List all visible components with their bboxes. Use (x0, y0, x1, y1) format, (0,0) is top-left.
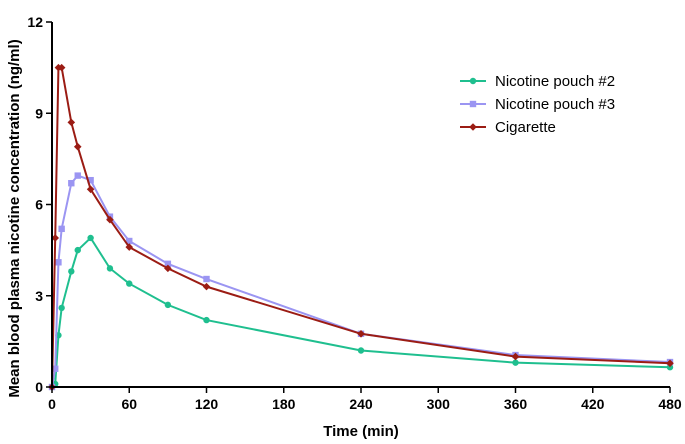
legend-label: Nicotine pouch #3 (495, 96, 615, 113)
y-tick-label: 6 (35, 197, 43, 213)
series-line-nicotine-pouch-3 (51, 174, 671, 388)
x-tick-label: 240 (349, 396, 373, 412)
y-tick-label: 3 (35, 288, 43, 304)
x-axis-title: Time (min) (323, 423, 399, 440)
legend-marker (469, 100, 477, 108)
data-point-cigarette (67, 118, 76, 127)
legend-marker (469, 77, 477, 85)
data-point-nicotine-pouch-2 (512, 359, 519, 366)
data-point-nicotine-pouch-2 (666, 364, 674, 371)
x-tick-label: 0 (48, 396, 56, 412)
data-point-cigarette (511, 352, 520, 361)
data-point-cigarette (73, 142, 82, 151)
legend-item-cigarette: Cigarette (460, 119, 556, 136)
data-point-nicotine-pouch-2 (74, 246, 81, 254)
x-tick-label: 60 (121, 396, 137, 412)
x-tick-label: 480 (658, 396, 682, 412)
data-point-cigarette (164, 264, 172, 273)
series-cigarette (48, 63, 674, 391)
data-point-nicotine-pouch-3 (68, 180, 75, 187)
legend-marker (469, 123, 477, 131)
data-point-nicotine-pouch-2 (357, 347, 365, 354)
data-point-cigarette (51, 234, 60, 242)
x-tick-label: 300 (427, 396, 451, 412)
y-axis-title: Mean blood plasma nicotine concentration… (6, 39, 23, 397)
x-tick-label: 420 (581, 396, 605, 412)
data-point-cigarette (57, 63, 66, 72)
data-point-nicotine-pouch-3 (126, 237, 133, 245)
legend-item-nicotine-pouch-3: Nicotine pouch #3 (460, 96, 615, 113)
data-point-nicotine-pouch-2 (126, 280, 133, 287)
x-tick-label: 180 (272, 396, 296, 412)
data-point-nicotine-pouch-3 (55, 259, 62, 266)
series-line-nicotine-pouch-2 (51, 236, 671, 388)
data-point-cigarette (357, 329, 365, 338)
data-point-nicotine-pouch-2 (164, 301, 172, 309)
data-point-cigarette (202, 282, 211, 291)
series-nicotine-pouch-2 (48, 234, 674, 391)
series-line-cigarette (51, 66, 671, 388)
data-point-nicotine-pouch-2 (58, 304, 65, 312)
data-point-nicotine-pouch-2 (203, 316, 210, 324)
x-tick-label: 360 (504, 396, 528, 412)
data-point-nicotine-pouch-2 (87, 234, 94, 242)
data-point-cigarette (106, 215, 114, 224)
data-point-cigarette (666, 359, 674, 368)
data-point-nicotine-pouch-3 (52, 365, 59, 372)
data-point-nicotine-pouch-3 (74, 172, 81, 179)
data-point-nicotine-pouch-2 (106, 265, 114, 272)
ticks: 0 60 120 180 240 300 360 420 480 0 3 6 9 12 (27, 14, 681, 412)
data-point-nicotine-pouch-2 (68, 268, 75, 275)
legend-label: Cigarette (495, 119, 556, 136)
y-tick-label: 12 (27, 14, 43, 30)
data-point-nicotine-pouch-3 (58, 225, 65, 233)
series-nicotine-pouch-3 (48, 172, 674, 391)
data-point-cigarette (86, 185, 95, 194)
data-point-nicotine-pouch-3 (87, 176, 94, 184)
data-point-cigarette (125, 243, 134, 251)
y-tick-label: 0 (35, 379, 43, 395)
data-point-nicotine-pouch-3 (203, 275, 210, 283)
data-point-nicotine-pouch-3 (164, 260, 172, 268)
x-tick-label: 120 (195, 396, 219, 412)
y-tick-label: 9 (35, 105, 43, 121)
legend: Nicotine pouch #2 Nicotine pouch #3 Cigare… (460, 73, 615, 136)
legend-item-nicotine-pouch-2: Nicotine pouch #2 (460, 73, 615, 90)
series-layer (48, 63, 674, 391)
legend-label: Nicotine pouch #2 (495, 73, 615, 90)
